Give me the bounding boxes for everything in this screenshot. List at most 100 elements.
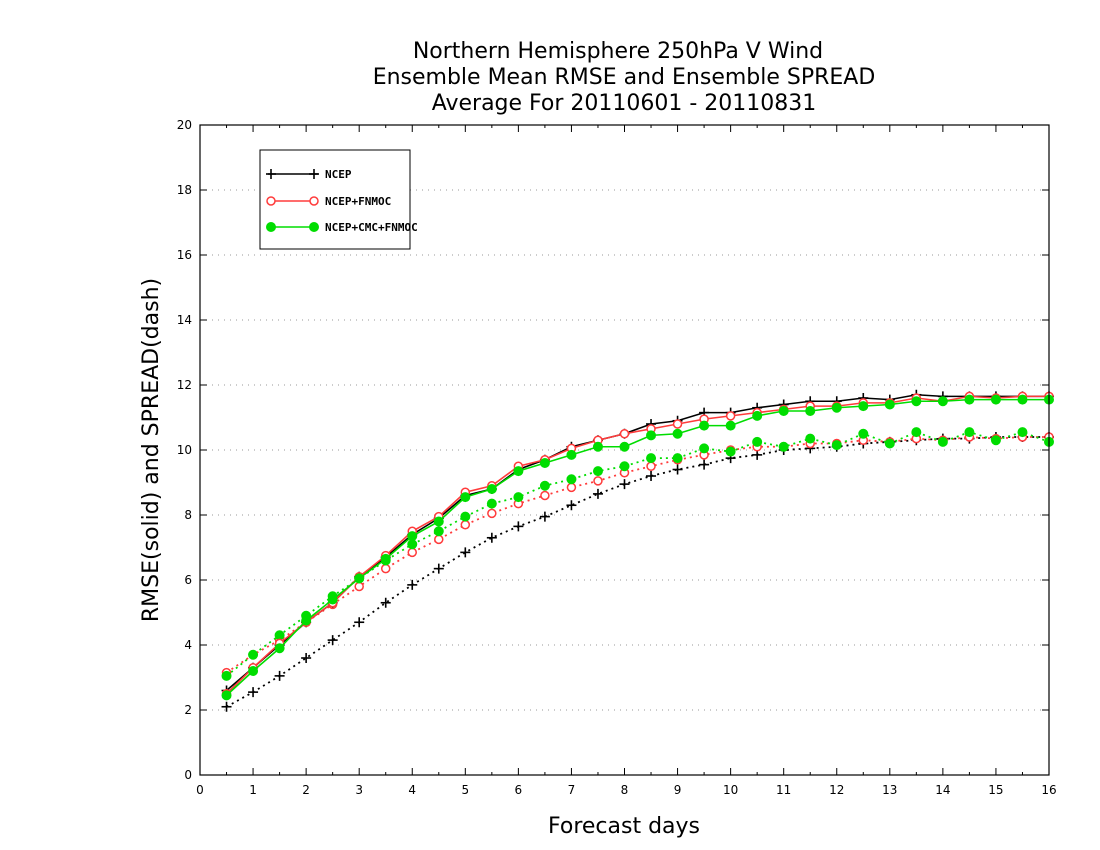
data-point-ncep-cmc-fnmoc-rmse — [354, 573, 365, 584]
data-point-ncep-cmc-fnmoc-spread — [592, 466, 603, 477]
data-point-ncep-cmc-fnmoc-spread — [646, 453, 657, 464]
legend-swatch-marker — [309, 222, 319, 232]
data-point-ncep-cmc-fnmoc-rmse — [248, 666, 259, 676]
data-point-ncep-fnmoc-spread — [380, 563, 391, 574]
y-axis-label: RMSE(solid) and SPREAD(dash) — [139, 278, 164, 622]
data-point-ncep-spread — [619, 479, 630, 490]
data-point-ncep-spread — [646, 471, 657, 481]
data-point-ncep-cmc-fnmoc-spread — [539, 480, 550, 491]
x-tick-label: 8 — [621, 783, 629, 797]
data-point-ncep-spread — [248, 687, 259, 698]
data-point-ncep-cmc-fnmoc-rmse — [964, 394, 975, 405]
data-point-ncep-cmc-fnmoc-rmse — [460, 492, 471, 503]
data-point-ncep-cmc-fnmoc-spread — [274, 630, 285, 641]
data-point-ncep-spread — [327, 635, 338, 646]
data-point-ncep-cmc-fnmoc-rmse — [937, 396, 948, 407]
x-axis-ticks: 0 1 2 3 4 5 6 7 8 9 10 11 12 13 14 15 16 — [196, 125, 1057, 797]
data-point-ncep-spread — [566, 500, 577, 511]
series-ncep-cmc-fnmoc-rmse — [221, 394, 1054, 701]
x-tick-label: 5 — [461, 783, 469, 797]
x-tick-label: 12 — [829, 783, 844, 797]
data-point-ncep-spread — [672, 464, 683, 475]
data-point-ncep-cmc-fnmoc-spread — [805, 433, 816, 444]
data-point-ncep-cmc-fnmoc-spread — [248, 649, 259, 660]
data-point-ncep-spread — [354, 617, 365, 628]
data-point-ncep-cmc-fnmoc-rmse — [592, 441, 603, 452]
legend-label: NCEP+FNMOC — [325, 195, 391, 208]
data-point-ncep-cmc-fnmoc-rmse — [990, 394, 1001, 405]
data-point-ncep-cmc-fnmoc-rmse — [752, 410, 763, 421]
x-tick-label: 15 — [988, 783, 1003, 797]
data-point-ncep-cmc-fnmoc-spread — [778, 441, 789, 452]
data-point-ncep-cmc-fnmoc-rmse — [646, 430, 657, 441]
data-point-ncep-spread — [380, 597, 391, 608]
data-point-ncep-cmc-fnmoc-spread — [672, 453, 683, 464]
data-point-ncep-fnmoc-rmse — [619, 429, 630, 439]
chart-title: Northern Hemisphere 250hPa V Wind Ensemb… — [373, 39, 876, 116]
data-point-ncep-cmc-fnmoc-spread — [858, 428, 869, 439]
legend-swatch-marker — [266, 196, 276, 206]
legend-item-ncep: NCEP — [266, 168, 352, 181]
x-tick-label: 14 — [935, 783, 950, 797]
data-point-ncep-fnmoc-spread — [354, 581, 364, 592]
data-point-ncep-fnmoc-spread — [487, 508, 497, 519]
x-tick-label: 0 — [196, 783, 204, 797]
data-point-ncep-cmc-fnmoc-rmse — [221, 690, 232, 701]
legend-swatch-marker — [266, 222, 276, 232]
data-point-ncep-cmc-fnmoc-rmse — [1017, 394, 1028, 405]
data-point-ncep-spread — [460, 547, 471, 558]
data-point-ncep-cmc-fnmoc-spread — [460, 511, 471, 522]
data-point-ncep-fnmoc-spread — [434, 534, 444, 545]
legend-swatch-marker — [266, 169, 276, 179]
data-point-ncep-cmc-fnmoc-rmse — [380, 553, 391, 564]
y-tick-label: 2 — [184, 703, 192, 717]
data-point-ncep-cmc-fnmoc-rmse — [301, 615, 312, 626]
y-tick-label: 14 — [177, 313, 192, 327]
data-point-ncep-fnmoc-rmse — [725, 411, 736, 421]
data-point-ncep-spread — [513, 521, 524, 532]
x-tick-label: 13 — [882, 783, 897, 797]
x-axis-label: Forecast days — [548, 814, 700, 839]
data-point-ncep-cmc-fnmoc-rmse — [539, 458, 550, 468]
data-point-ncep-spread — [752, 449, 763, 460]
y-tick-label: 16 — [177, 248, 192, 262]
y-axis-ticks: 0 2 4 6 8 10 12 14 16 18 20 — [177, 118, 1049, 782]
legend-label: NCEP — [325, 168, 352, 181]
data-point-ncep-cmc-fnmoc-spread — [1017, 427, 1028, 438]
chart-title-line-1: Northern Hemisphere 250hPa V Wind — [413, 39, 823, 64]
legend-label: NCEP+CMC+FNMOC — [325, 221, 418, 234]
data-point-ncep-cmc-fnmoc-spread — [699, 443, 710, 454]
data-point-ncep-spread — [301, 653, 312, 663]
data-point-ncep-cmc-fnmoc-rmse — [274, 643, 285, 654]
y-tick-label: 20 — [177, 118, 192, 132]
data-point-ncep-fnmoc-rmse — [672, 419, 683, 429]
x-tick-label: 3 — [355, 783, 363, 797]
data-point-ncep-cmc-fnmoc-rmse — [513, 466, 524, 477]
series-line-ncep-spread — [226, 436, 1049, 708]
legend-box — [259, 149, 411, 250]
data-point-ncep-cmc-fnmoc-rmse — [778, 406, 789, 416]
data-point-ncep-cmc-fnmoc-spread — [831, 440, 842, 451]
x-tick-label: 16 — [1041, 783, 1056, 797]
data-point-ncep-cmc-fnmoc-rmse — [884, 399, 895, 410]
data-point-ncep-cmc-fnmoc-spread — [513, 492, 524, 503]
chart-title-line-3: Average For 20110601 - 20110831 — [432, 91, 817, 116]
data-point-ncep-spread — [592, 488, 603, 499]
x-tick-label: 4 — [408, 783, 416, 797]
y-tick-label: 12 — [177, 378, 192, 392]
data-point-ncep-spread — [699, 459, 710, 470]
x-tick-label: 2 — [302, 783, 310, 797]
x-tick-label: 9 — [674, 783, 682, 797]
data-point-ncep-fnmoc-spread — [540, 490, 550, 501]
data-point-ncep-cmc-fnmoc-spread — [566, 474, 577, 485]
data-point-ncep-fnmoc-spread — [407, 547, 417, 558]
legend-swatch-marker — [309, 196, 319, 206]
data-point-ncep-cmc-fnmoc-spread — [964, 427, 975, 438]
data-point-ncep-cmc-fnmoc-spread — [937, 436, 948, 447]
data-point-ncep-spread — [433, 563, 444, 574]
data-point-ncep-fnmoc-spread — [646, 461, 656, 471]
data-point-ncep-cmc-fnmoc-rmse — [911, 396, 922, 407]
data-point-ncep-cmc-fnmoc-spread — [486, 498, 497, 509]
series-layer — [221, 389, 1054, 712]
